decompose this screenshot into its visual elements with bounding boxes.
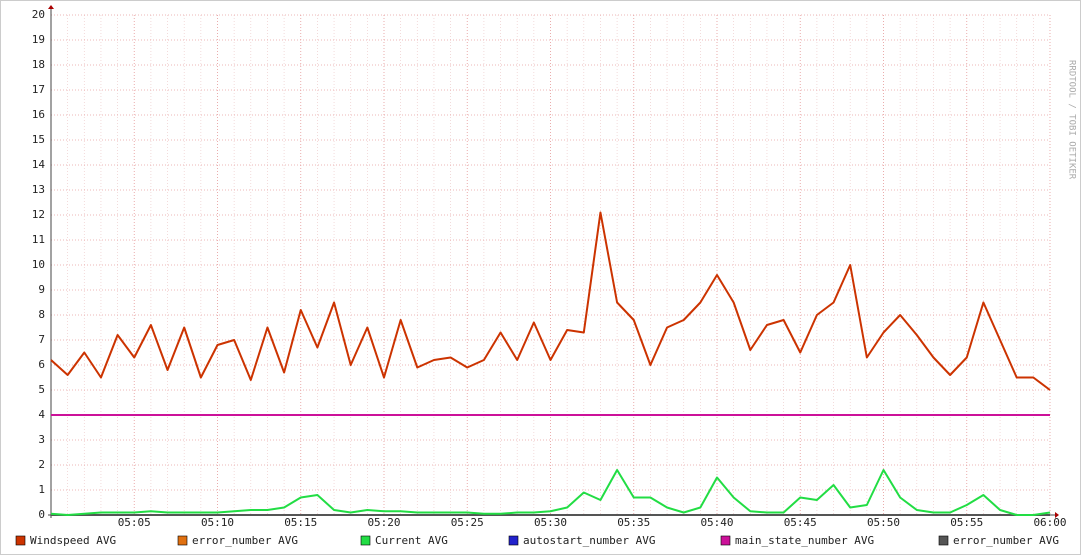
legend-label: Windspeed AVG [30, 534, 116, 547]
y-tick-label: 3 [38, 433, 45, 446]
y-tick-label: 10 [32, 258, 45, 271]
legend-label: error_number AVG [953, 534, 1059, 547]
x-axis-arrow [1055, 512, 1059, 518]
y-tick-label: 8 [38, 308, 45, 321]
legend-label: main_state_number AVG [735, 534, 874, 547]
x-tick-label: 05:10 [201, 516, 234, 529]
x-tick-label: 05:35 [617, 516, 650, 529]
legend-swatch [177, 535, 188, 546]
x-tick-label: 05:25 [451, 516, 484, 529]
y-tick-label: 5 [38, 383, 45, 396]
y-tick-label: 0 [38, 508, 45, 521]
y-tick-label: 18 [32, 58, 45, 71]
legend-label: error_number AVG [192, 534, 298, 547]
legend-swatch [15, 535, 26, 546]
x-tick-label: 05:45 [784, 516, 817, 529]
y-tick-label: 6 [38, 358, 45, 371]
y-tick-label: 11 [32, 233, 45, 246]
y-tick-label: 14 [32, 158, 46, 171]
y-tick-label: 20 [32, 8, 45, 21]
y-tick-label: 16 [32, 108, 45, 121]
y-tick-label: 12 [32, 208, 45, 221]
y-tick-label: 1 [38, 483, 45, 496]
y-axis-arrow [48, 5, 54, 9]
y-tick-label: 19 [32, 33, 45, 46]
legend-label: Current AVG [375, 534, 448, 547]
series-line [50, 211, 1051, 391]
x-tick-label: 05:15 [284, 516, 317, 529]
x-tick-label: 06:00 [1033, 516, 1066, 529]
y-tick-label: 7 [38, 333, 45, 346]
x-tick-label: 05:55 [950, 516, 983, 529]
series-line [50, 469, 1051, 516]
y-tick-label: 17 [32, 83, 45, 96]
y-tick-label: 2 [38, 458, 45, 471]
legend-swatch [360, 535, 371, 546]
watermark: RRDTOOL / TOBI OETIKER [1067, 60, 1077, 180]
legend-swatch [938, 535, 949, 546]
legend-swatch [508, 535, 519, 546]
y-tick-label: 4 [38, 408, 45, 421]
y-tick-label: 9 [38, 283, 45, 296]
y-tick-label: 15 [32, 133, 45, 146]
x-tick-label: 05:05 [118, 516, 151, 529]
y-tick-label: 13 [32, 183, 45, 196]
legend-label: autostart_number AVG [523, 534, 655, 547]
x-tick-label: 05:30 [534, 516, 567, 529]
x-tick-label: 05:50 [867, 516, 900, 529]
legend-swatch [720, 535, 731, 546]
x-tick-label: 05:20 [367, 516, 400, 529]
x-tick-label: 05:40 [700, 516, 733, 529]
